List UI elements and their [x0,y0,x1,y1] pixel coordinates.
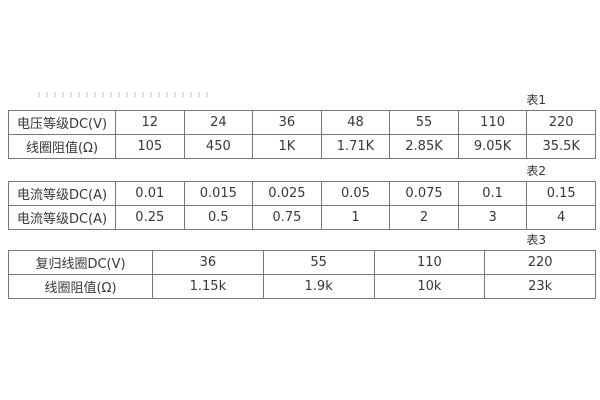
value-cell: 3 [457,205,528,230]
value-cell: 55 [389,110,459,135]
value-cell: 36 [252,110,322,135]
table1-block: 表1 电压等级DC(V) 12 24 36 48 55 110 220 线圈阻值… [8,88,596,159]
value-cell: 0.015 [183,181,254,206]
value-cell: 9.05K [457,134,528,159]
value-cell: 110 [457,110,528,135]
value-cell: 55 [262,250,375,275]
value-cell: 12 [115,110,185,135]
value-cell: 36 [152,250,264,275]
current-spec-table: 电流等级DC(A) 0.01 0.015 0.025 0.05 0.075 0.… [8,181,596,230]
table-row: 电流等级DC(A) 0.01 0.015 0.025 0.05 0.075 0.… [8,181,596,206]
table2-block: 表2 电流等级DC(A) 0.01 0.015 0.025 0.05 0.075… [8,159,596,230]
value-cell: 220 [484,250,596,275]
table-row: 线圈阻值(Ω) 105 450 1K 1.71K 2.85K 9.05K 35.… [8,134,596,159]
value-cell: 0.75 [252,205,322,230]
value-cell: 35.5K [526,134,596,159]
value-cell: 2.85K [389,134,459,159]
value-cell: 1K [252,134,322,159]
value-cell: 0.15 [526,181,596,206]
value-cell: 0.5 [183,205,254,230]
value-cell: 105 [115,134,185,159]
value-cell: 0.05 [320,181,391,206]
value-cell: 1 [320,205,391,230]
value-cell: 1.9k [262,274,375,299]
table1-caption: 表1 [526,93,546,107]
row-header-cell: 电流等级DC(A) [8,181,116,206]
row-header-cell: 线圈阻值(Ω) [8,274,153,299]
faint-watermark-artifact [38,92,208,97]
value-cell: 23k [484,274,596,299]
value-cell: 10k [373,274,486,299]
row-header-cell: 电流等级DC(A) [8,205,116,230]
table-row: 线圈阻值(Ω) 1.15k 1.9k 10k 23k [8,274,596,299]
value-cell: 48 [320,110,391,135]
value-cell: 110 [373,250,486,275]
value-cell: 1.71K [320,134,391,159]
value-cell: 4 [526,205,596,230]
value-cell: 2 [389,205,459,230]
value-cell: 1.15k [152,274,264,299]
value-cell: 0.01 [115,181,185,206]
value-cell: 0.1 [457,181,528,206]
table3-block: 表3 复归线圈DC(V) 36 55 110 220 线圈阻值(Ω) 1.15k… [8,228,596,299]
value-cell: 0.025 [252,181,322,206]
voltage-spec-table: 电压等级DC(V) 12 24 36 48 55 110 220 线圈阻值(Ω)… [8,110,596,159]
table-row: 电压等级DC(V) 12 24 36 48 55 110 220 [8,110,596,135]
value-cell: 220 [526,110,596,135]
value-cell: 0.25 [115,205,185,230]
value-cell: 24 [183,110,254,135]
row-header-cell: 电压等级DC(V) [8,110,116,135]
table-row: 复归线圈DC(V) 36 55 110 220 [8,250,596,275]
value-cell: 450 [183,134,254,159]
reset-coil-spec-table: 复归线圈DC(V) 36 55 110 220 线圈阻值(Ω) 1.15k 1.… [8,250,596,299]
table-row: 电流等级DC(A) 0.25 0.5 0.75 1 2 3 4 [8,205,596,230]
row-header-cell: 复归线圈DC(V) [8,250,153,275]
table2-caption: 表2 [526,164,546,178]
table3-caption: 表3 [526,233,546,247]
row-header-cell: 线圈阻值(Ω) [8,134,116,159]
value-cell: 0.075 [389,181,459,206]
